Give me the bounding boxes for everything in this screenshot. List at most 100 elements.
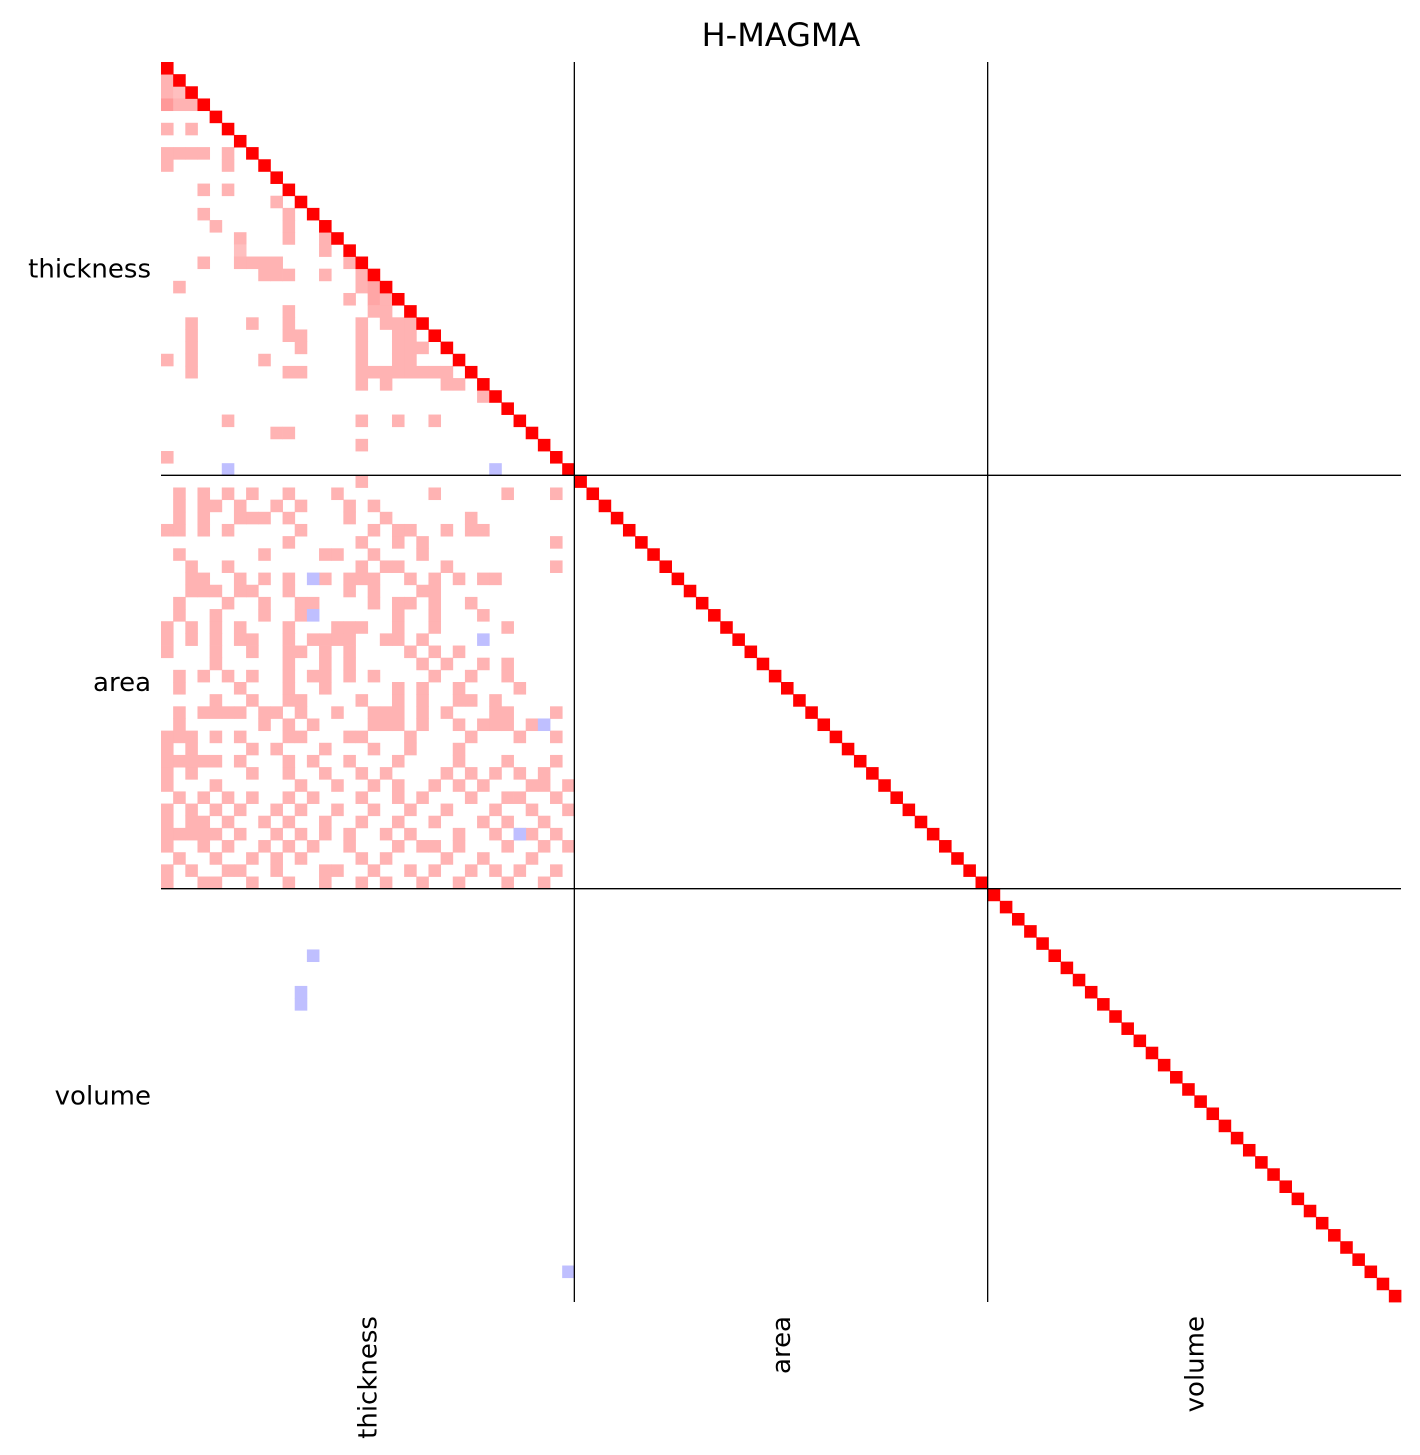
heatmap-cell	[355, 365, 369, 379]
heatmap-cell	[355, 572, 369, 586]
heatmap-cell	[197, 499, 211, 513]
heatmap-cell	[185, 329, 198, 343]
heatmap-cell	[391, 414, 405, 428]
diagonal-cell	[720, 621, 733, 634]
heatmap-cell-negative	[562, 1265, 575, 1279]
heatmap-cell	[233, 584, 247, 598]
heatmap-cell	[379, 511, 393, 525]
heatmap-cell	[416, 876, 429, 890]
heatmap-cell	[464, 694, 478, 707]
heatmap-cell	[173, 718, 186, 732]
heatmap-cell	[391, 560, 405, 573]
col-tick-label: volume	[1180, 1316, 1210, 1412]
heatmap-cell	[404, 523, 417, 537]
heatmap-cell	[185, 147, 198, 160]
heatmap-cell	[197, 791, 211, 804]
heatmap-cell	[161, 815, 174, 829]
heatmap-cell	[270, 803, 283, 817]
diagonal-cell	[1315, 1216, 1329, 1230]
heatmap-cell	[197, 876, 211, 890]
heatmap-cell	[246, 256, 259, 270]
diagonal-cell	[416, 317, 429, 330]
heatmap-cell	[355, 329, 369, 343]
diagonal-cell	[683, 584, 697, 598]
diagonal-cell	[355, 256, 369, 270]
heatmap-cell	[379, 560, 393, 573]
heatmap-cell	[197, 183, 211, 197]
heatmap-cell	[428, 584, 442, 598]
heatmap-cell	[464, 669, 478, 683]
heatmap-cell	[391, 694, 405, 707]
diagonal-cell	[708, 609, 721, 622]
diagonal-cell	[1218, 1119, 1232, 1133]
heatmap-cell	[440, 706, 454, 719]
heatmap-cell	[173, 487, 186, 501]
heatmap-cell	[355, 815, 369, 829]
heatmap-cell	[513, 682, 527, 695]
heatmap-cell	[161, 86, 174, 99]
heatmap-cell	[416, 694, 429, 707]
diagonal-cell	[939, 840, 952, 853]
heatmap-cell	[209, 876, 223, 890]
heatmap-cell	[550, 706, 563, 719]
heatmap-cell-negative	[294, 985, 308, 999]
heatmap-cell	[161, 779, 174, 792]
heatmap-cell	[185, 633, 198, 646]
heatmap-cell	[379, 827, 393, 841]
heatmap-cell	[550, 487, 563, 501]
heatmap-cell	[161, 876, 174, 890]
heatmap-cell	[343, 840, 356, 853]
heatmap-cell	[464, 511, 478, 525]
heatmap-cell	[501, 718, 514, 732]
heatmap-cell	[477, 852, 490, 865]
diagonal-cell	[1255, 1156, 1268, 1169]
heatmap-cell	[343, 669, 356, 683]
heatmap-cell	[161, 147, 174, 160]
heatmap-cell	[525, 827, 539, 841]
heatmap-cell	[185, 122, 198, 136]
heatmap-cell	[416, 536, 429, 549]
heatmap-cell	[294, 365, 308, 379]
heatmap-cell	[367, 292, 381, 306]
heatmap-cell	[391, 353, 405, 367]
heatmap-cell	[246, 852, 259, 865]
heatmap-cell	[173, 609, 186, 622]
diagonal-cell	[185, 86, 198, 99]
row-tick-label: area	[93, 668, 151, 698]
heatmap-cell	[258, 815, 271, 829]
heatmap-cell	[221, 523, 235, 537]
heatmap-cell	[379, 767, 393, 780]
heatmap-cell	[270, 706, 283, 719]
diagonal-cell	[574, 475, 587, 488]
diagonal-cell	[1182, 1083, 1195, 1096]
diagonal-cell	[1011, 912, 1025, 926]
diagonal-cell	[1206, 1107, 1220, 1121]
heatmap-cell	[525, 779, 539, 792]
heatmap-cell	[209, 220, 223, 233]
heatmap-cell	[501, 754, 514, 768]
diagonal-cell	[452, 353, 466, 367]
heatmap-cell	[416, 718, 429, 732]
heatmap-cell	[173, 730, 186, 744]
heatmap-cell	[246, 669, 259, 683]
heatmap-cell-negative	[513, 827, 527, 841]
heatmap-cell	[477, 609, 490, 622]
heatmap-cell	[306, 633, 320, 646]
heatmap-cell	[282, 621, 296, 634]
diagonal-cell	[1388, 1289, 1402, 1303]
heatmap-cell	[258, 268, 271, 282]
heatmap-cell-negative	[221, 463, 235, 476]
heatmap-cell	[221, 183, 235, 197]
heatmap-cell	[282, 767, 296, 780]
heatmap-cell	[452, 694, 466, 707]
heatmap-cell	[306, 718, 320, 732]
heatmap-cell	[197, 572, 211, 586]
heatmap-cell	[501, 840, 514, 853]
diagonal-cell	[902, 803, 916, 817]
chart-title: H-MAGMA	[702, 16, 861, 54]
heatmap-cell	[209, 584, 223, 598]
heatmap-cell	[270, 256, 283, 270]
diagonal-cell	[756, 657, 770, 671]
heatmap-cell	[221, 596, 235, 610]
heatmap-cell	[282, 232, 296, 245]
